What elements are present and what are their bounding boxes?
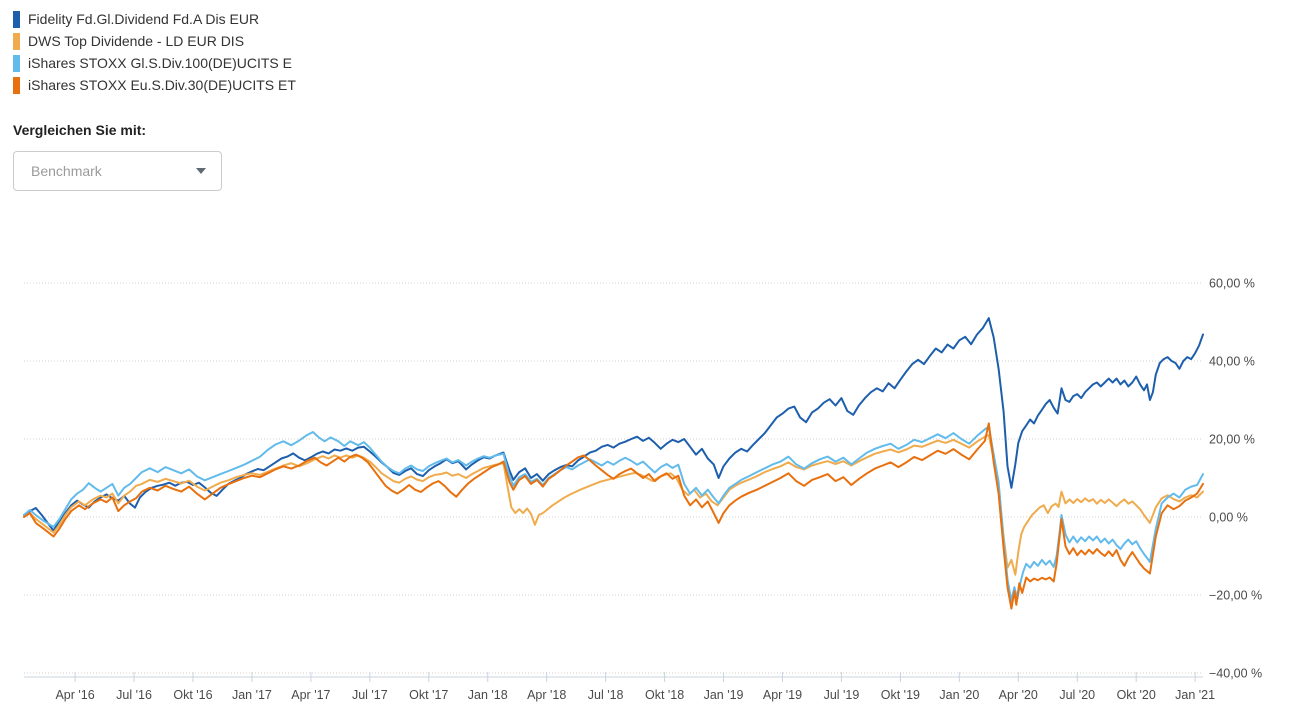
chevron-down-icon [196,168,206,174]
y-axis-label: 60,00 % [1209,277,1255,291]
legend-item: iShares STOXX Gl.S.Div.100(DE)UCITS E [13,52,296,74]
x-axis-label: Jan '17 [232,688,272,702]
legend-swatch-icon [13,10,20,28]
x-axis-label: Okt '20 [1117,688,1156,702]
x-axis-label: Apr '18 [527,688,566,702]
x-axis-label: Jul '16 [116,688,152,702]
legend-item-label: iShares STOXX Gl.S.Div.100(DE)UCITS E [28,55,292,71]
legend-item-label: DWS Top Dividende - LD EUR DIS [28,33,245,49]
y-axis-label: 40,00 % [1209,355,1255,369]
legend-swatch-icon [13,54,20,72]
x-axis-label: Jan '20 [939,688,979,702]
x-axis-label: Okt '19 [881,688,920,702]
series-line [23,425,1204,602]
legend-item: DWS Top Dividende - LD EUR DIS [13,30,296,52]
x-axis-label: Jan '18 [468,688,508,702]
y-axis-label: −20,00 % [1209,589,1262,603]
x-axis-label: Apr '16 [55,688,94,702]
x-axis-label: Okt '16 [173,688,212,702]
legend-item-label: iShares STOXX Eu.S.Div.30(DE)UCITS ET [28,77,296,93]
x-axis-label: Jul '20 [1059,688,1095,702]
x-axis-label: Okt '18 [645,688,684,702]
x-axis-label: Apr '17 [291,688,330,702]
series-line [23,422,1204,610]
series-line [23,434,1204,576]
series-line [23,317,1204,532]
legend-item: iShares STOXX Eu.S.Div.30(DE)UCITS ET [13,74,296,96]
x-axis-label: Apr '19 [763,688,802,702]
x-axis-label: Jul '19 [824,688,860,702]
x-axis-label: Okt '17 [409,688,448,702]
x-axis-label: Jan '21 [1175,688,1215,702]
compare-label: Vergleichen Sie mit: [13,122,147,138]
benchmark-placeholder: Benchmark [31,163,102,179]
legend: Fidelity Fd.Gl.Dividend Fd.A Dis EUR DWS … [13,8,296,96]
y-axis-label: 0,00 % [1209,511,1248,525]
y-axis-label: 20,00 % [1209,433,1255,447]
benchmark-select[interactable]: Benchmark [13,151,222,191]
legend-item-label: Fidelity Fd.Gl.Dividend Fd.A Dis EUR [28,11,260,27]
x-axis-label: Jul '18 [588,688,624,702]
legend-swatch-icon [13,76,20,94]
y-axis-label: −40,00 % [1209,667,1262,681]
x-axis-label: Jul '17 [352,688,388,702]
x-axis-label: Apr '20 [999,688,1038,702]
legend-item: Fidelity Fd.Gl.Dividend Fd.A Dis EUR [13,8,296,30]
legend-swatch-icon [13,32,20,50]
x-axis-label: Jan '19 [704,688,744,702]
